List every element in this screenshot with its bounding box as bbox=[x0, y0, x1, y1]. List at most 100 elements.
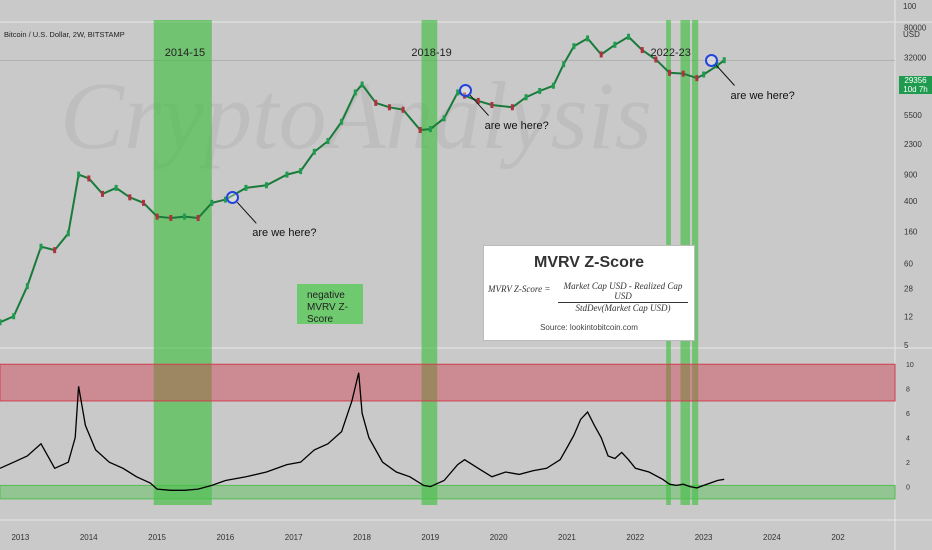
price-point-32 bbox=[442, 115, 446, 122]
indicator-tick-label: 2 bbox=[906, 460, 910, 467]
price-tick-label: 12 bbox=[904, 312, 913, 321]
price-tick-label: 400 bbox=[904, 197, 918, 206]
time-tick-label: 2024 bbox=[763, 533, 781, 542]
price-point-26 bbox=[360, 81, 364, 88]
time-tick-label: 2018 bbox=[353, 533, 371, 542]
indicator-tick-label: 10 bbox=[906, 362, 914, 369]
current-price: 29356 bbox=[904, 76, 927, 85]
formula-numerator: Market Cap USD - Realized Cap USD bbox=[558, 281, 688, 303]
price-point-17 bbox=[223, 196, 227, 203]
price-tick-label: 900 bbox=[904, 171, 918, 180]
price-tick-label: 60 bbox=[904, 259, 913, 268]
price-point-54 bbox=[722, 57, 726, 64]
price-point-44 bbox=[599, 51, 603, 58]
price-point-39 bbox=[538, 87, 542, 94]
price-point-43 bbox=[586, 35, 590, 42]
price-point-31 bbox=[428, 126, 432, 133]
legend-line-1: negative bbox=[307, 290, 345, 301]
price-point-0 bbox=[0, 319, 2, 326]
price-tick-label: 2300 bbox=[904, 140, 922, 149]
price-tick-label: 28 bbox=[904, 284, 913, 293]
price-point-27 bbox=[374, 99, 378, 106]
note-arrow-2 bbox=[715, 64, 735, 86]
countdown: 10d 7h bbox=[903, 85, 928, 94]
note-arrow-1 bbox=[469, 94, 489, 116]
position-marker-0[interactable] bbox=[226, 191, 240, 205]
price-point-15 bbox=[196, 214, 200, 221]
formula-fraction: Market Cap USD - Realized Cap USD StdDev… bbox=[558, 281, 688, 313]
currency-label: USD bbox=[903, 30, 920, 39]
zone-band-4 bbox=[692, 20, 699, 505]
note-text-0: are we here? bbox=[252, 227, 317, 240]
price-point-21 bbox=[299, 168, 303, 175]
current-price-tag: 29356 10d 7h bbox=[899, 76, 932, 94]
price-tick-label: 160 bbox=[904, 227, 918, 236]
zone-band-1 bbox=[421, 20, 438, 505]
price-point-50 bbox=[681, 70, 685, 77]
time-tick-label: 2021 bbox=[558, 533, 576, 542]
price-tick-label: 32000 bbox=[904, 53, 927, 62]
time-tick-label: 2016 bbox=[216, 533, 234, 542]
price-point-37 bbox=[510, 104, 514, 111]
time-tick-label: 2020 bbox=[490, 533, 508, 542]
price-tick-label: 5 bbox=[904, 341, 909, 350]
note-arrow-0 bbox=[236, 201, 257, 224]
price-point-49 bbox=[668, 69, 672, 76]
time-tick-label: 2015 bbox=[148, 533, 166, 542]
formula-denominator: StdDev(Market Cap USD) bbox=[575, 303, 671, 313]
formula-title: MVRV Z-Score bbox=[534, 254, 644, 271]
indicator-band-1 bbox=[0, 484, 896, 500]
price-point-24 bbox=[340, 118, 344, 125]
price-point-35 bbox=[476, 97, 480, 104]
price-point-48 bbox=[654, 56, 658, 63]
price-point-11 bbox=[141, 199, 145, 206]
time-tick-label: 2023 bbox=[695, 533, 713, 542]
price-point-19 bbox=[264, 182, 268, 189]
position-marker-1[interactable] bbox=[458, 83, 472, 97]
zone-band-0 bbox=[153, 20, 212, 505]
formula-lhs: MVRV Z-Score = bbox=[488, 284, 551, 294]
price-point-7 bbox=[87, 175, 91, 182]
note-text-2: are we here? bbox=[730, 89, 795, 102]
price-point-40 bbox=[551, 82, 555, 89]
time-tick-label: 202 bbox=[831, 533, 845, 542]
price-point-36 bbox=[490, 102, 494, 109]
price-point-5 bbox=[66, 230, 70, 237]
price-point-46 bbox=[627, 33, 631, 40]
price-point-3 bbox=[39, 243, 43, 250]
indicator-top-label: 100 bbox=[903, 2, 917, 11]
time-tick-label: 2013 bbox=[11, 533, 29, 542]
indicator-tick-label: 8 bbox=[906, 387, 910, 394]
price-point-2 bbox=[25, 283, 29, 290]
price-point-14 bbox=[182, 213, 186, 220]
price-point-22 bbox=[312, 148, 316, 155]
price-point-10 bbox=[128, 194, 132, 201]
zone-label-2: 2022-23 bbox=[650, 47, 691, 59]
time-tick-label: 2019 bbox=[421, 533, 439, 542]
price-point-33 bbox=[456, 89, 460, 96]
zone-label-1: 2018-19 bbox=[411, 47, 452, 59]
position-marker-2[interactable] bbox=[704, 53, 718, 67]
price-point-23 bbox=[326, 138, 330, 145]
price-point-9 bbox=[114, 184, 118, 191]
symbol-header[interactable]: Bitcoin / U.S. Dollar, 2W, BITSTAMP bbox=[4, 30, 125, 39]
indicator-band-0 bbox=[0, 363, 896, 402]
price-point-53 bbox=[715, 62, 719, 69]
price-point-20 bbox=[285, 171, 289, 178]
price-tick-label: 5500 bbox=[904, 111, 922, 120]
price-point-13 bbox=[169, 214, 173, 221]
negative-mvrv-legend: negative MVRV Z-Score bbox=[297, 284, 363, 325]
price-point-30 bbox=[418, 127, 422, 134]
price-point-38 bbox=[524, 94, 528, 101]
mvrv-zscore-line bbox=[0, 372, 725, 491]
price-point-8 bbox=[100, 190, 104, 197]
price-point-51 bbox=[695, 75, 699, 82]
price-point-16 bbox=[210, 199, 214, 206]
formula-box: MVRV Z-Score MVRV Z-Score = Market Cap U… bbox=[483, 245, 695, 341]
price-point-28 bbox=[387, 104, 391, 111]
price-tick-label: 80000 bbox=[904, 23, 927, 32]
price-point-1 bbox=[12, 313, 16, 320]
time-tick-label: 2022 bbox=[626, 533, 644, 542]
